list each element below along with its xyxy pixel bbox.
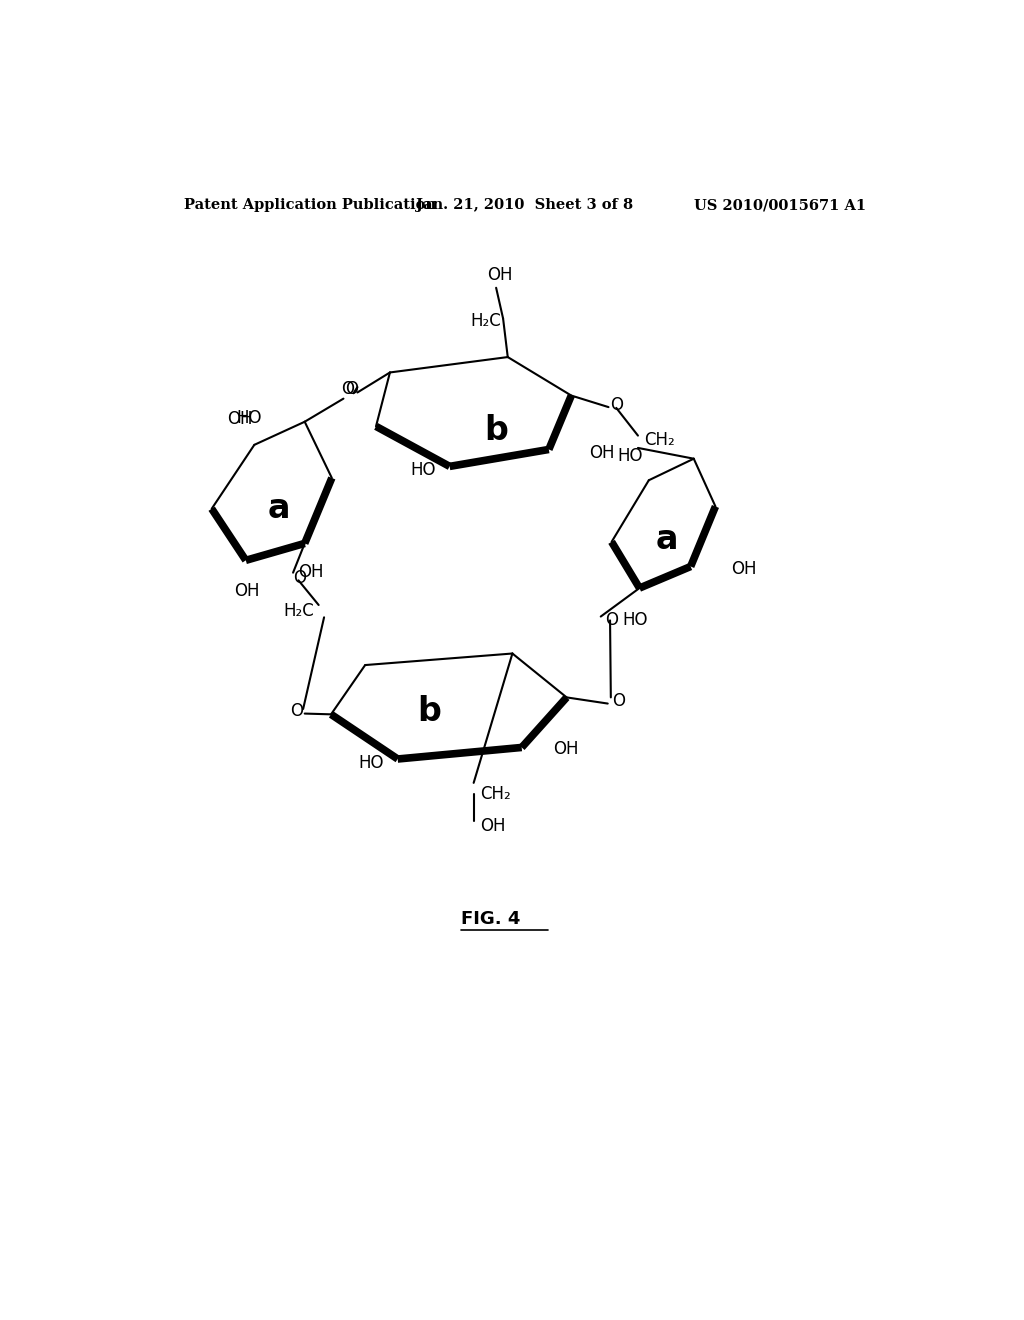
Text: H₂C: H₂C (284, 602, 314, 620)
Text: OH: OH (589, 445, 614, 462)
Text: HO: HO (617, 447, 643, 465)
Text: O: O (609, 396, 623, 413)
Text: CH₂: CH₂ (644, 432, 675, 449)
Text: FIG. 4: FIG. 4 (461, 911, 520, 928)
Text: Patent Application Publication: Patent Application Publication (183, 198, 436, 213)
Text: OH: OH (227, 411, 253, 428)
Text: O: O (291, 702, 303, 721)
Text: HO: HO (237, 409, 262, 426)
Text: Jan. 21, 2010  Sheet 3 of 8: Jan. 21, 2010 Sheet 3 of 8 (416, 198, 634, 213)
Text: HO: HO (358, 754, 384, 772)
Text: O: O (293, 569, 306, 587)
Text: O: O (605, 611, 618, 630)
Text: b: b (417, 694, 440, 727)
Text: CH₂: CH₂ (480, 784, 511, 803)
Text: a: a (268, 492, 291, 525)
Text: b: b (484, 413, 508, 446)
Text: HO: HO (411, 461, 435, 479)
Text: O: O (612, 692, 626, 710)
Text: OH: OH (553, 741, 579, 758)
Text: OH: OH (731, 560, 757, 578)
Text: H₂C: H₂C (470, 312, 501, 330)
Text: OH: OH (234, 582, 260, 599)
Text: US 2010/0015671 A1: US 2010/0015671 A1 (693, 198, 866, 213)
Text: OH: OH (298, 562, 324, 581)
Text: OH: OH (487, 265, 513, 284)
Text: HO: HO (623, 611, 648, 630)
Text: O: O (341, 380, 354, 399)
Text: a: a (655, 523, 678, 556)
Text: O: O (345, 380, 357, 399)
Text: OH: OH (480, 817, 506, 836)
